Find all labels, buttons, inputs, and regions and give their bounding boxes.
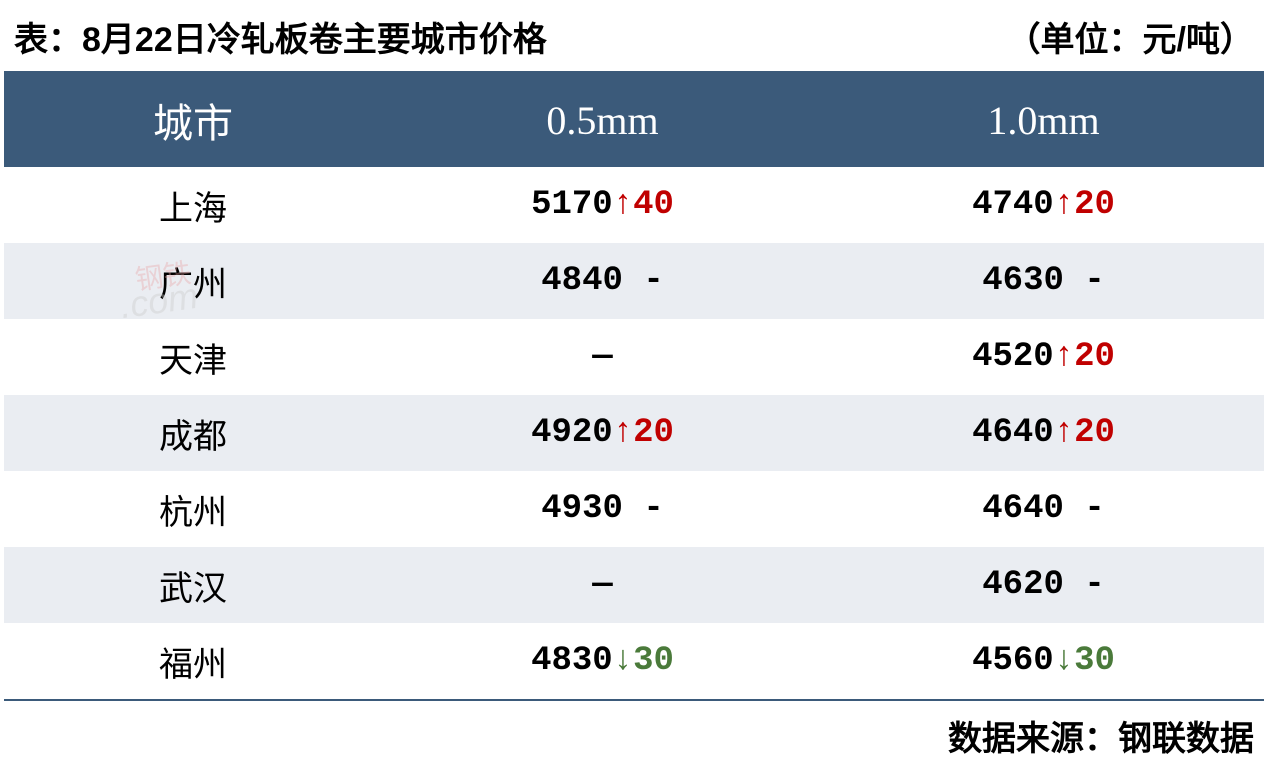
- header-row: 城市 0.5mm 1.0mm: [4, 73, 1264, 167]
- city-cell: 广州: [4, 243, 382, 319]
- table-row: 武汉—4620 -: [4, 547, 1264, 623]
- price-10mm-cell: 4640 -: [823, 471, 1264, 547]
- table-row: 上海5170↑404740↑20: [4, 167, 1264, 243]
- data-source: 数据来源：钢联数据: [4, 701, 1264, 760]
- price-10mm-cell: 4640↑20: [823, 395, 1264, 471]
- table-row: 福州4830↓304560↓30: [4, 623, 1264, 699]
- table-row: 天津—4520↑20: [4, 319, 1264, 395]
- price-10mm-cell: 4520↑20: [823, 319, 1264, 395]
- title-row: 表：8月22日冷轧板卷主要城市价格 （单位：元/吨）: [4, 4, 1264, 73]
- price-10mm-cell: 4740↑20: [823, 167, 1264, 243]
- city-cell: 成都: [4, 395, 382, 471]
- col-05mm: 0.5mm: [382, 73, 823, 167]
- table-body: 上海5170↑404740↑20广州4840 -4630 -天津—4520↑20…: [4, 167, 1264, 699]
- price-05mm-cell: 4920↑20: [382, 395, 823, 471]
- price-05mm-cell: —: [382, 547, 823, 623]
- city-cell: 杭州: [4, 471, 382, 547]
- table-row: 杭州4930 -4640 -: [4, 471, 1264, 547]
- city-cell: 武汉: [4, 547, 382, 623]
- price-05mm-cell: 4840 -: [382, 243, 823, 319]
- price-10mm-cell: 4620 -: [823, 547, 1264, 623]
- price-05mm-cell: 4830↓30: [382, 623, 823, 699]
- city-cell: 福州: [4, 623, 382, 699]
- city-cell: 上海: [4, 167, 382, 243]
- price-10mm-cell: 4560↓30: [823, 623, 1264, 699]
- col-city: 城市: [4, 73, 382, 167]
- table-container: 钢铁 .com 表：8月22日冷轧板卷主要城市价格 （单位：元/吨） 城市 0.…: [0, 0, 1268, 760]
- unit-label: （单位：元/吨）: [1007, 12, 1254, 61]
- price-10mm-cell: 4630 -: [823, 243, 1264, 319]
- price-05mm-cell: —: [382, 319, 823, 395]
- table-row: 广州4840 -4630 -: [4, 243, 1264, 319]
- price-table: 城市 0.5mm 1.0mm 上海5170↑404740↑20广州4840 -4…: [4, 73, 1264, 699]
- col-10mm: 1.0mm: [823, 73, 1264, 167]
- table-row: 成都4920↑204640↑20: [4, 395, 1264, 471]
- price-05mm-cell: 5170↑40: [382, 167, 823, 243]
- price-05mm-cell: 4930 -: [382, 471, 823, 547]
- city-cell: 天津: [4, 319, 382, 395]
- table-title: 表：8月22日冷轧板卷主要城市价格: [14, 12, 547, 61]
